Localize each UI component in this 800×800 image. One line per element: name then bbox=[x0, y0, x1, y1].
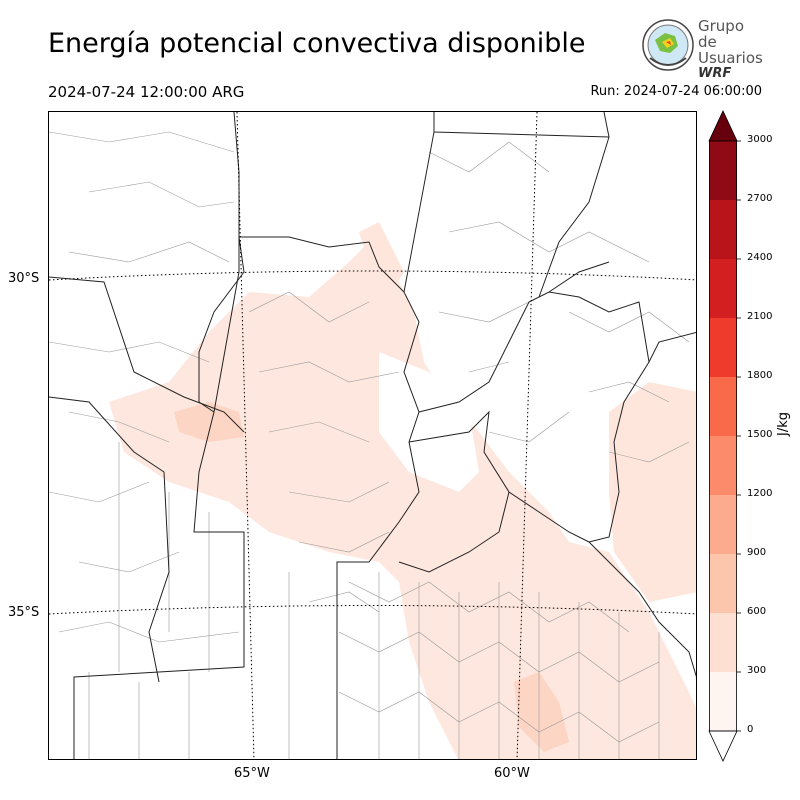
logo-line-2: Usuarios bbox=[698, 49, 763, 67]
valid-time: 2024-07-24 12:00:00 ARG bbox=[48, 83, 245, 101]
graticule bbox=[49, 112, 696, 759]
colorbar-band bbox=[709, 141, 737, 200]
colorbar-band bbox=[709, 377, 737, 436]
colorbar-extend-max bbox=[708, 110, 738, 142]
map-svg bbox=[49, 112, 696, 759]
colorbar-band bbox=[709, 259, 737, 318]
cape-area-central bbox=[109, 242, 696, 759]
colorbar bbox=[708, 110, 741, 762]
colorbar-frame bbox=[709, 140, 738, 732]
lon-label-65w: 65°W bbox=[234, 766, 270, 781]
colorbar-tick-label: 600 bbox=[747, 606, 767, 617]
colorbar-band bbox=[709, 672, 737, 731]
cape-shading bbox=[109, 222, 696, 759]
colorbar-band bbox=[709, 436, 737, 495]
colorbar-band bbox=[709, 495, 737, 554]
lat-label-35s: 35°S bbox=[8, 605, 40, 620]
cape-area-white-gap bbox=[379, 352, 479, 492]
cape-area-peak-west bbox=[174, 402, 244, 442]
run-time: Run: 2024-07-24 06:00:00 bbox=[590, 84, 762, 99]
colorbar-band bbox=[709, 613, 737, 672]
colorbar-tick-label: 900 bbox=[747, 547, 767, 558]
cape-area-peak-south bbox=[514, 672, 569, 752]
colorbar-extend-min bbox=[708, 730, 738, 762]
colorbar-tick-label: 1500 bbox=[747, 429, 773, 440]
lon-label-60w: 60°W bbox=[494, 766, 530, 781]
colorbar-tick-label: 300 bbox=[747, 665, 767, 676]
cape-map bbox=[48, 111, 697, 760]
colorbar-tick-label: 1200 bbox=[747, 488, 773, 499]
colorbar-band bbox=[709, 318, 737, 377]
logo-line-3: WRF bbox=[698, 66, 732, 81]
colorbar-tick-label: 2700 bbox=[747, 193, 773, 204]
colorbar-tick-label: 1800 bbox=[747, 370, 773, 381]
department-borders bbox=[49, 131, 690, 759]
colorbar-tick-label: 2100 bbox=[747, 311, 773, 322]
colorbar-tick-label: 2400 bbox=[747, 252, 773, 263]
colorbar-tick-label: 0 bbox=[747, 724, 754, 735]
colorbar-band bbox=[709, 200, 737, 259]
wrf-logo: Grupo de Usuarios WRF bbox=[640, 17, 763, 81]
globe-logo-icon bbox=[642, 19, 694, 71]
cape-area-north bbox=[359, 222, 404, 287]
colorbar-tick-label: 3000 bbox=[747, 134, 773, 145]
lat-label-30s: 30°S bbox=[8, 271, 40, 286]
logo-line-1: Grupo de bbox=[698, 17, 744, 51]
colorbar-unit: J/kg bbox=[776, 412, 791, 436]
province-borders bbox=[49, 112, 696, 759]
page-title: Energía potencial convectiva disponible bbox=[48, 28, 586, 59]
cape-area-east bbox=[609, 382, 696, 602]
colorbar-band bbox=[709, 554, 737, 613]
